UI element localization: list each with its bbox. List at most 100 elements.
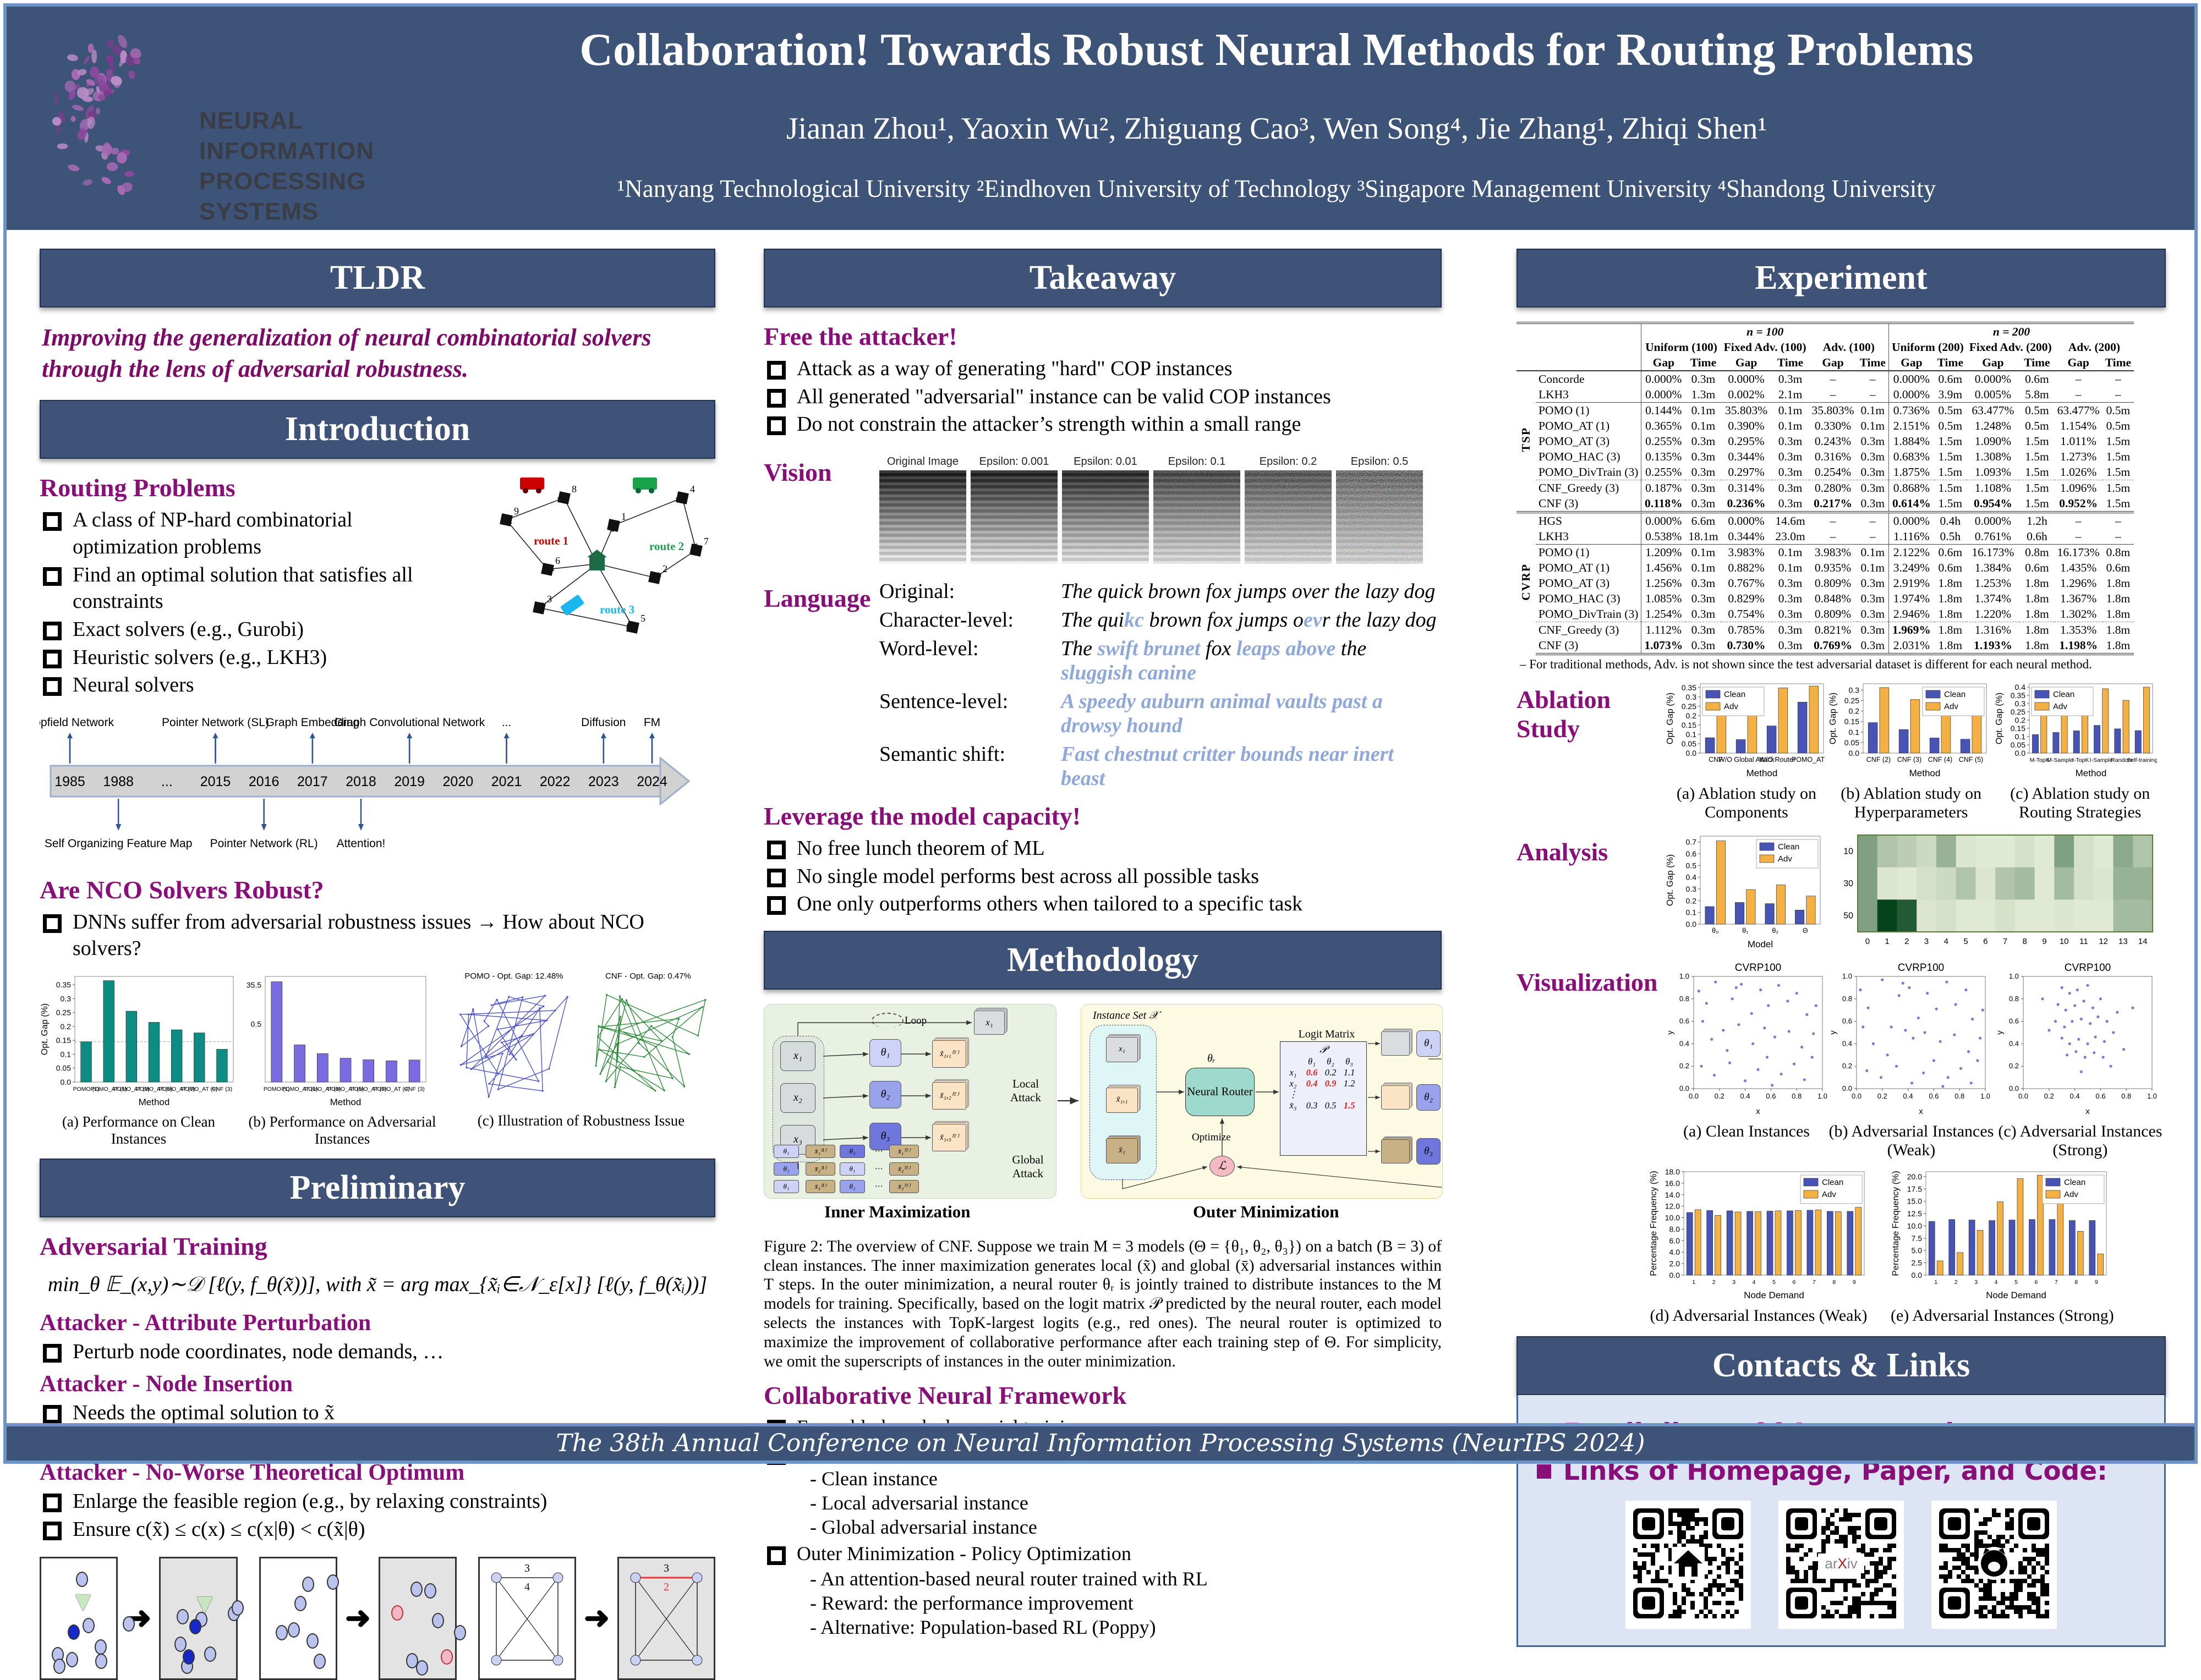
svg-text:4.0: 4.0: [1669, 1248, 1680, 1256]
method-name: POMO (1): [1536, 544, 1641, 560]
svg-text:θ₀: θ₀: [1712, 927, 1718, 935]
svg-text:1.0: 1.0: [1817, 1092, 1827, 1100]
svg-text:0.7: 0.7: [1686, 838, 1697, 847]
svg-text:Method: Method: [330, 1097, 362, 1107]
svg-text:x: x: [1756, 1107, 1760, 1116]
svg-text:0.6: 0.6: [1766, 1092, 1776, 1100]
svg-text:2018: 2018: [346, 774, 376, 789]
outer-minimization-label: Outer Minimization: [1193, 1201, 1339, 1221]
svg-text:0.3: 0.3: [1849, 685, 1860, 694]
svg-text:1.0: 1.0: [2147, 1092, 2157, 1100]
svg-text:1: 1: [1885, 937, 1889, 946]
arxiv-icon: arXiv: [1786, 1508, 1896, 1618]
svg-text:0.25: 0.25: [2011, 707, 2025, 716]
svg-text:17.5: 17.5: [1907, 1184, 1922, 1193]
svg-text:0.0: 0.0: [1686, 920, 1697, 929]
svg-text:2: 2: [664, 1581, 669, 1593]
svg-text:CNF (2): CNF (2): [1866, 756, 1891, 764]
bullet-item: DNNs suffer from adversarial robustness …: [40, 909, 715, 962]
poster-title: Collaboration! Towards Robust Neural Met…: [579, 24, 1974, 75]
svg-text:0.25: 0.25: [1682, 702, 1696, 711]
attack-panel: 3 2: [617, 1557, 715, 1680]
svg-text:0.2: 0.2: [1679, 1062, 1689, 1070]
svg-text:I-TopK: I-TopK: [2073, 757, 2089, 764]
optimize-label: Optimize: [1192, 1131, 1231, 1143]
svg-text:Clean: Clean: [2053, 690, 2074, 699]
svg-text:2015: 2015: [200, 774, 231, 789]
attack-panel: [378, 1557, 467, 1680]
svg-text:...: ...: [161, 774, 173, 789]
cnf-framework-heading: Collaborative Neural Framework: [764, 1381, 1127, 1410]
bar-chart-analysis_bar: 0.0 0.1 0.2 0.3 0.4 0.5 0.6 0.7 Clean Adv θ₀ θ₁ θ₂ Θ M…: [1665, 830, 1825, 951]
square-bullet-icon: [767, 361, 786, 380]
figure-box: θ₁: [774, 1179, 799, 1193]
square-bullet-icon: [43, 914, 62, 933]
svg-text:0.35: 0.35: [56, 980, 71, 989]
svg-text:Node Demand: Node Demand: [1744, 1290, 1804, 1300]
svg-text:2016: 2016: [249, 774, 280, 789]
svg-text:1988: 1988: [103, 774, 134, 789]
framework-subitem: - Global adversarial instance: [810, 1516, 1037, 1539]
tour-pomo: POMO - Opt. Gap: 12.48%: [447, 970, 581, 1110]
attack-panel: [40, 1557, 135, 1680]
svg-text:50: 50: [1843, 912, 1853, 921]
section-methodology: Methodology: [764, 930, 1442, 990]
svg-text:W/O Global Attack: W/O Global Attack: [1718, 756, 1775, 764]
neurips-logo-text: NEURAL INFORMATION PROCESSING SYSTEMS: [199, 106, 381, 227]
svg-text:arXiv: arXiv: [1825, 1555, 1857, 1572]
square-bullet-icon: [43, 512, 62, 531]
caption-b: (b) Performance on Adversarial Instances: [248, 1113, 436, 1147]
figure-arrows: [797, 1020, 1442, 1189]
svg-text:POMO - Opt. Gap: 12.48%: POMO - Opt. Gap: 12.48%: [464, 971, 563, 981]
square-bullet-icon: [43, 677, 62, 696]
leverage-bullets: No free lunch theorem of ML No single mod…: [764, 835, 1442, 918]
ablation-row: Ablation Study 0.0 0.05 0.1 0.15 0.2 0.25 0.3 0…: [1516, 677, 2166, 822]
bullet-square-icon: [1537, 1464, 1551, 1479]
timeline-diagram: 1985 1988... 2015 2016 2017 2018 2019 2020 2021 2…: [26, 716, 691, 850]
svg-text:POMO_AT (1): POMO_AT (1): [91, 1086, 127, 1092]
svg-text:Diffusion: Diffusion: [581, 716, 626, 729]
method-name: CNF_Greedy (3): [1536, 622, 1641, 638]
logo-line2: PROCESSING SYSTEMS: [199, 168, 366, 225]
vis-caption-c: (c) Adversarial Instances (Strong): [1998, 1122, 2162, 1159]
figure-box: x̄₁⁽¹⁾: [806, 1144, 835, 1158]
figure-box: x₁: [780, 1041, 815, 1071]
svg-text:5: 5: [2014, 1279, 2018, 1286]
svg-text:12.0: 12.0: [1665, 1202, 1680, 1211]
tour-cnf: CNF - Opt. Gap: 0.47%: [581, 970, 715, 1110]
section-takeaway: Takeaway: [764, 249, 1442, 308]
framework-item: Outer Minimization - Policy Optimization: [764, 1541, 1442, 1566]
svg-text:x: x: [1919, 1107, 1923, 1116]
caption-c: (c) Illustration of Robustness Issue: [477, 1112, 685, 1129]
svg-text:9: 9: [2095, 1279, 2098, 1286]
square-bullet-icon: [767, 896, 786, 915]
svg-text:30: 30: [1843, 879, 1853, 888]
logo-line1: NEURAL INFORMATION: [199, 107, 375, 164]
svg-text:Percentage Frequency (%): Percentage Frequency (%): [1649, 1171, 1658, 1276]
square-bullet-icon: [43, 1404, 62, 1424]
table-row: CVRP HGS 0.000% 6.6m 0.000% 14.6m – –0.000% 0.4h…: [1516, 511, 2134, 654]
figure-box: x̄₃⁽ᵀ⁾: [889, 1179, 919, 1193]
ablation-caption-c: (c) Ablation study on Routing Strategies: [2010, 784, 2150, 821]
intro-charts-row: 0.0 0.05 0.1 0.15 0.2 0.25 0.3 0.35 POMO (1) POMO…: [40, 970, 715, 1148]
svg-text:Self-training: Self-training: [2127, 757, 2158, 764]
svg-text:35.5: 35.5: [247, 980, 261, 989]
table-row: LKH3 0.000% 1.3m 0.002% 2.1m – –0.000% 3.9m 0.00…: [1516, 387, 2134, 403]
neurips-logo: NEURAL INFORMATION PROCESSING SYSTEMS: [23, 18, 381, 225]
svg-text:5: 5: [640, 613, 645, 624]
figure-box: θ₃: [1416, 1138, 1441, 1165]
square-bullet-icon: [43, 1521, 62, 1540]
svg-text:0.4: 0.4: [2009, 1039, 2019, 1047]
bar-chart-hist_e: 0.0 2.5 5.0 7.5 10.0 12.5 15.0 17.5 20.0 Clean Adv…: [1891, 1165, 2111, 1302]
svg-text:y: y: [1995, 1030, 2005, 1035]
svg-text:route 2: route 2: [649, 540, 684, 553]
table-row: POMO_HAC (3) 0.135% 0.3m 0.344% 0.3m 0.316% 0.…: [1516, 449, 2134, 464]
bar-chart-ablation_c: 0.00.050.10.150.20.250.30.350.4 Clean Adv M…: [1994, 677, 2158, 779]
svg-text:11: 11: [2079, 937, 2088, 946]
svg-text:0.15: 0.15: [56, 1036, 71, 1045]
svg-text:Clean: Clean: [2064, 1178, 2085, 1187]
svg-text:12: 12: [2099, 937, 2108, 946]
svg-text:0.6: 0.6: [1679, 1017, 1689, 1025]
svg-text:2: 2: [1712, 1279, 1716, 1286]
svg-text:14.0: 14.0: [1665, 1190, 1680, 1199]
